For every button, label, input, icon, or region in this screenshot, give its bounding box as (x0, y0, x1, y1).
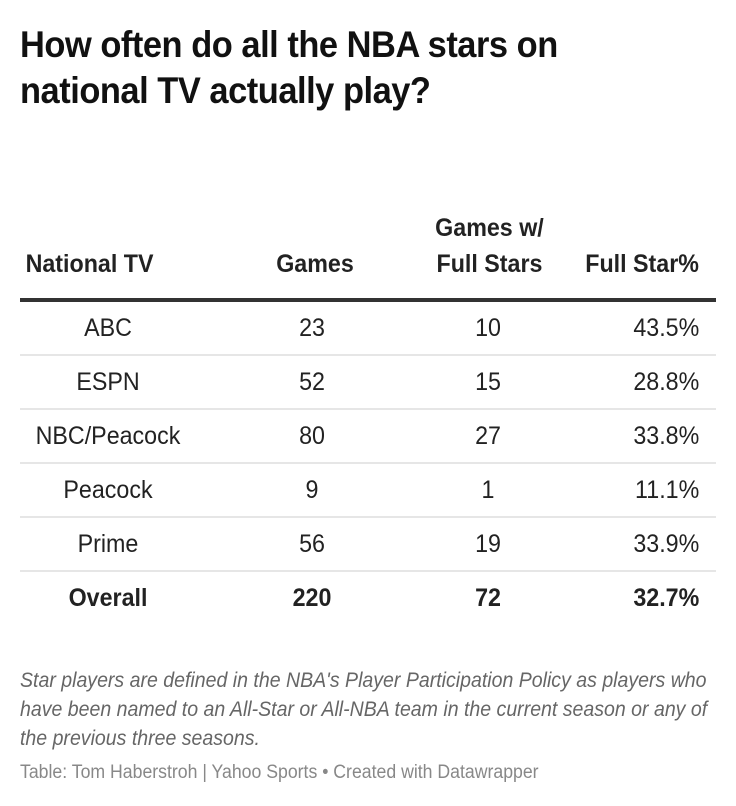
cell-full-star-games: 1 (481, 475, 495, 504)
cell-full-star-games: 27 (475, 421, 501, 450)
cell-games: 23 (299, 313, 325, 342)
chart-title: How often do all the NBA stars on nation… (20, 24, 558, 111)
table-row: Peacock 9 1 11.1% (20, 464, 716, 518)
cell-full-star-pct: 11.1% (635, 475, 700, 504)
cell-full-star-games: 72 (475, 583, 501, 612)
cell-full-star-games: 10 (475, 313, 501, 342)
table-row: NBC/Peacock 80 27 33.8% (20, 410, 716, 464)
table-row-total: Overall 220 72 32.7% (20, 572, 716, 624)
cell-games: 9 (305, 475, 319, 504)
source-footer: Table: Tom Haberstroh | Yahoo Sports • C… (20, 762, 539, 783)
cell-games: 52 (299, 367, 325, 396)
cell-games: 56 (299, 529, 325, 558)
cell-network: Prime (77, 529, 139, 558)
cell-full-star-pct: 33.9% (633, 529, 700, 558)
cell-network: ESPN (76, 367, 140, 396)
header-national-tv[interactable]: National TV (25, 250, 154, 278)
cell-full-star-pct: 43.5% (633, 313, 700, 342)
header-full-star-pct[interactable]: Full Star% (585, 250, 700, 278)
cell-network: ABC (84, 313, 132, 342)
table-notes: Star players are defined in the NBA's Pl… (20, 669, 708, 750)
cell-games: 220 (292, 583, 332, 612)
cell-full-star-games: 15 (475, 367, 501, 396)
table-row: ESPN 52 15 28.8% (20, 356, 716, 410)
cell-games: 80 (299, 421, 325, 450)
cell-full-star-games: 19 (475, 529, 501, 558)
data-table: National TV Games Games w/ Full Stars Fu… (20, 176, 716, 624)
cell-network: NBC/Peacock (35, 421, 181, 450)
cell-full-star-pct: 28.8% (633, 367, 700, 396)
table-header: National TV Games Games w/ Full Stars Fu… (20, 176, 716, 302)
cell-full-star-pct: 33.8% (633, 421, 700, 450)
cell-network: Peacock (63, 475, 153, 504)
cell-network: Overall (68, 583, 148, 612)
table-row: Prime 56 19 33.9% (20, 518, 716, 572)
table-row: ABC 23 10 43.5% (20, 302, 716, 356)
header-games-full-stars[interactable]: Games w/ Full Stars (435, 214, 545, 278)
cell-full-star-pct: 32.7% (633, 583, 700, 612)
header-games[interactable]: Games (276, 250, 355, 278)
